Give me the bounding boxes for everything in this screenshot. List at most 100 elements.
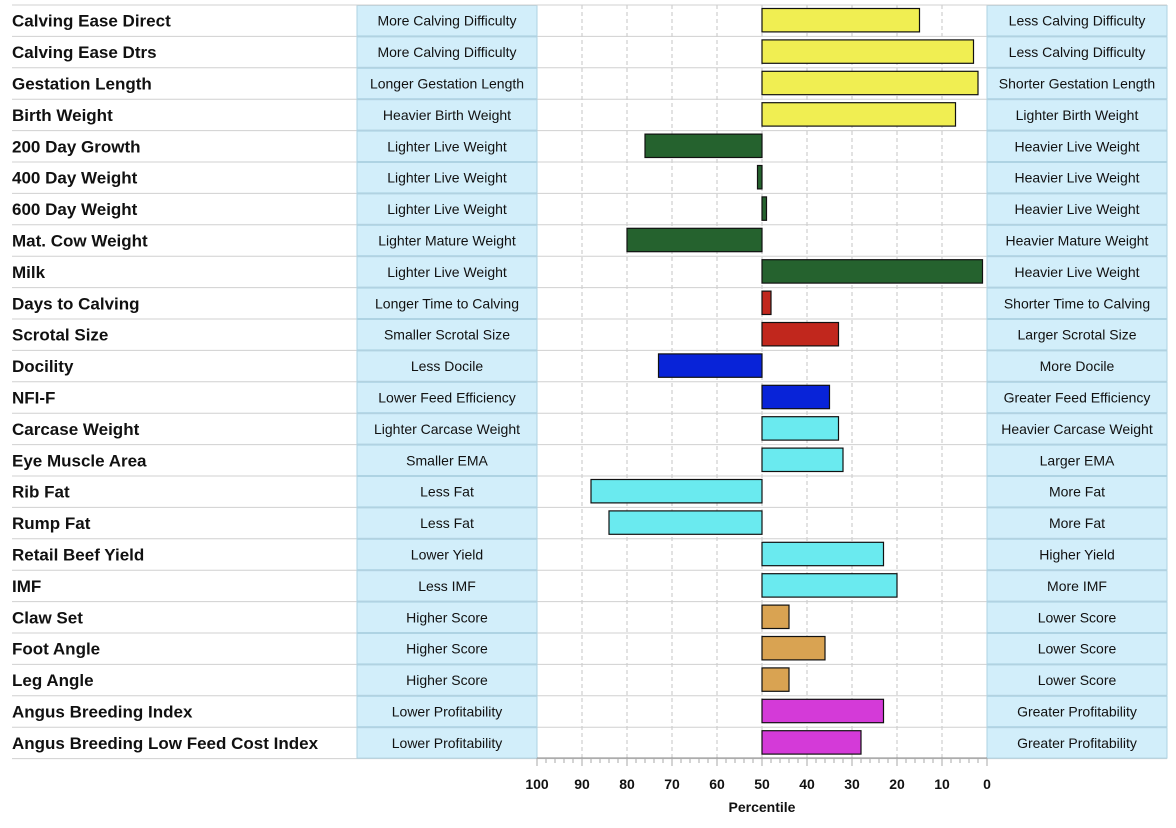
right-label: Heavier Live Weight bbox=[1014, 264, 1139, 280]
left-label-box bbox=[356, 193, 538, 225]
trait-name: IMF bbox=[12, 577, 41, 596]
x-tick-label: 40 bbox=[799, 776, 815, 792]
left-label-box bbox=[356, 727, 538, 759]
right-label-box bbox=[986, 601, 1168, 633]
right-label: Less Calving Difficulty bbox=[1009, 44, 1146, 60]
trait-name: 600 Day Weight bbox=[12, 200, 138, 219]
left-label: More Calving Difficulty bbox=[377, 13, 516, 29]
x-axis: Percentile 100 90 80 70 60 50 40 30 20 10 0 bbox=[525, 757, 991, 815]
right-label-box bbox=[986, 256, 1168, 288]
left-label: Lower Profitability bbox=[392, 735, 503, 751]
right-label-box bbox=[986, 5, 1168, 37]
left-label: Lighter Carcase Weight bbox=[374, 421, 520, 437]
right-label: Greater Feed Efficiency bbox=[1004, 390, 1151, 406]
left-label-box bbox=[356, 287, 538, 320]
left-label-box bbox=[356, 507, 538, 539]
trait-name: Eye Muscle Area bbox=[12, 451, 147, 470]
trait-row: NFI-F Lower Feed Efficiency Greater Feed E… bbox=[12, 381, 1168, 414]
trait-row: IMF Less IMF More IMF bbox=[12, 570, 1168, 603]
left-label: Lower Yield bbox=[411, 547, 483, 563]
x-tick-label: 60 bbox=[709, 776, 725, 792]
left-label: Lighter Live Weight bbox=[387, 201, 507, 217]
bar bbox=[761, 698, 885, 724]
right-label: Shorter Gestation Length bbox=[999, 76, 1155, 92]
trait-name: Birth Weight bbox=[12, 106, 113, 125]
left-label: Less Fat bbox=[420, 484, 474, 500]
trait-name: Calving Ease Dtrs bbox=[12, 43, 157, 62]
trait-row: 200 Day Growth Lighter Live Weight Heavier… bbox=[12, 130, 1168, 163]
right-label: More Fat bbox=[1049, 484, 1105, 500]
right-label-box bbox=[986, 130, 1168, 163]
x-tick-label: 10 bbox=[934, 776, 950, 792]
right-label: Greater Profitability bbox=[1017, 704, 1137, 720]
x-tick-label: 70 bbox=[664, 776, 680, 792]
x-tick-label: 90 bbox=[574, 776, 590, 792]
left-label: Lower Profitability bbox=[392, 704, 503, 720]
trait-row: 600 Day Weight Lighter Live Weight Heavier… bbox=[12, 193, 1168, 226]
left-label-box bbox=[356, 538, 538, 571]
trait-row: Claw Set Higher Score Lower Score bbox=[12, 601, 1168, 634]
trait-name: 400 Day Weight bbox=[12, 169, 138, 188]
left-label: Lighter Live Weight bbox=[387, 264, 507, 280]
bar bbox=[761, 321, 840, 347]
bar bbox=[626, 227, 763, 253]
right-label: Lower Score bbox=[1038, 609, 1117, 625]
right-label-box bbox=[986, 193, 1168, 225]
x-tick-label: 50 bbox=[754, 776, 770, 792]
bar bbox=[761, 39, 975, 64]
right-label: Shorter Time to Calving bbox=[1004, 295, 1150, 311]
left-label: Smaller Scrotal Size bbox=[384, 327, 510, 343]
left-label: Heavier Birth Weight bbox=[383, 107, 511, 123]
left-label: More Calving Difficulty bbox=[377, 44, 516, 60]
left-label-box bbox=[356, 413, 538, 445]
trait-row: Leg Angle Higher Score Lower Score bbox=[12, 664, 1168, 697]
right-label: More IMF bbox=[1047, 578, 1107, 594]
bar bbox=[761, 102, 957, 127]
bar bbox=[761, 290, 772, 316]
left-label: Less Docile bbox=[411, 358, 484, 374]
trait-name: Retail Beef Yield bbox=[12, 546, 144, 565]
right-label-box bbox=[986, 727, 1168, 759]
x-tick-label: 20 bbox=[889, 776, 905, 792]
right-label-box bbox=[986, 476, 1168, 508]
right-label: Lower Score bbox=[1038, 672, 1117, 688]
left-label: Less Fat bbox=[420, 515, 474, 531]
trait-row: Foot Angle Higher Score Lower Score bbox=[12, 633, 1168, 665]
left-label: Higher Score bbox=[406, 672, 488, 688]
bar bbox=[761, 416, 840, 441]
right-label-box bbox=[986, 162, 1168, 194]
left-label: Lighter Live Weight bbox=[387, 170, 507, 186]
x-tick-label: 30 bbox=[844, 776, 860, 792]
right-label-box bbox=[986, 444, 1168, 477]
left-label: Lower Feed Efficiency bbox=[378, 390, 515, 406]
right-label: Heavier Carcase Weight bbox=[1001, 421, 1153, 437]
trait-row: Milk Lighter Live Weight Heavier Live Weig… bbox=[12, 256, 1168, 289]
right-label: Heavier Live Weight bbox=[1014, 201, 1139, 217]
right-label-box bbox=[986, 695, 1168, 728]
trait-row: Birth Weight Heavier Birth Weight Lighter … bbox=[12, 99, 1168, 132]
bar bbox=[590, 478, 763, 504]
x-tick-label: 100 bbox=[525, 776, 549, 792]
rows-layer: Calving Ease Direct More Calving Difficul… bbox=[12, 4, 1168, 760]
trait-row: 400 Day Weight Lighter Live Weight Heavier… bbox=[12, 162, 1168, 194]
right-label: Heavier Live Weight bbox=[1014, 138, 1139, 154]
bar bbox=[761, 573, 898, 598]
left-label-box bbox=[356, 36, 538, 68]
trait-name: Days to Calving bbox=[12, 294, 140, 313]
left-label-box bbox=[356, 633, 538, 665]
trait-name: Calving Ease Direct bbox=[12, 12, 171, 31]
left-label-box bbox=[356, 695, 538, 728]
trait-row: Mat. Cow Weight Lighter Mature Weight Heav… bbox=[12, 224, 1168, 257]
right-label-box bbox=[986, 538, 1168, 571]
left-label-box bbox=[356, 224, 538, 257]
left-label-box bbox=[356, 444, 538, 477]
trait-row: Days to Calving Longer Time to Calving Sho… bbox=[12, 287, 1168, 320]
trait-row: Scrotal Size Smaller Scrotal Size Larger S… bbox=[12, 319, 1168, 351]
right-label-box bbox=[986, 381, 1168, 414]
right-label-box bbox=[986, 413, 1168, 445]
right-label-box bbox=[986, 633, 1168, 665]
bar bbox=[657, 353, 763, 378]
x-tick-label: 80 bbox=[619, 776, 635, 792]
bar bbox=[644, 133, 763, 159]
right-label: Higher Yield bbox=[1039, 547, 1115, 563]
